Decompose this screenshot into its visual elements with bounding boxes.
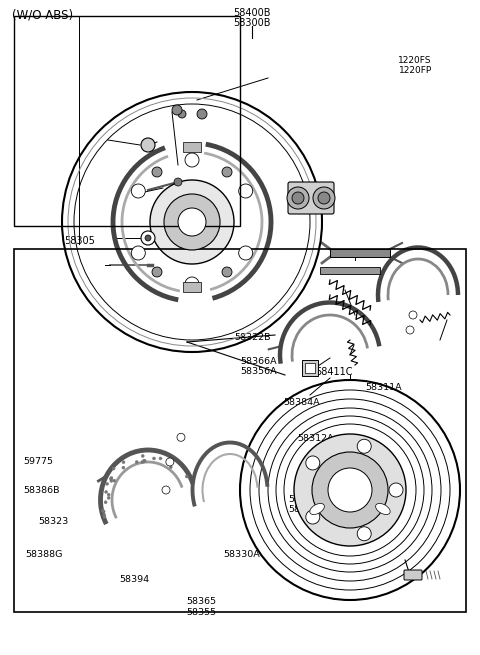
Circle shape [164, 194, 220, 250]
Circle shape [152, 267, 162, 277]
Circle shape [178, 208, 206, 236]
Bar [14, 249, 466, 612]
Circle shape [122, 466, 125, 469]
Text: 58330A: 58330A [223, 550, 260, 559]
Circle shape [102, 510, 105, 513]
Circle shape [103, 514, 106, 516]
Circle shape [106, 482, 108, 485]
Circle shape [306, 510, 320, 524]
Text: 58300B: 58300B [233, 18, 271, 28]
Bar [183, 282, 201, 292]
FancyBboxPatch shape [288, 182, 334, 214]
Circle shape [109, 477, 112, 480]
Circle shape [239, 246, 252, 260]
Text: 58323: 58323 [38, 517, 69, 527]
Circle shape [166, 458, 174, 466]
Circle shape [389, 483, 403, 497]
Circle shape [105, 491, 108, 493]
Circle shape [141, 460, 144, 464]
Circle shape [178, 110, 186, 118]
Circle shape [153, 457, 156, 460]
Circle shape [222, 267, 232, 277]
Circle shape [113, 479, 116, 482]
Text: 58400B: 58400B [233, 8, 271, 18]
Circle shape [141, 231, 155, 245]
FancyBboxPatch shape [404, 570, 422, 580]
Circle shape [306, 456, 320, 470]
Circle shape [143, 459, 145, 462]
Circle shape [294, 434, 406, 546]
Bar [302, 360, 318, 376]
Circle shape [318, 192, 330, 204]
Circle shape [328, 468, 372, 512]
Circle shape [287, 187, 309, 209]
Circle shape [110, 476, 113, 479]
Circle shape [110, 479, 113, 482]
Bar [320, 267, 380, 274]
Circle shape [169, 466, 172, 469]
Circle shape [141, 455, 144, 457]
Circle shape [409, 311, 417, 319]
Circle shape [357, 440, 371, 453]
Circle shape [162, 486, 170, 494]
Circle shape [107, 496, 110, 499]
Bar [330, 249, 390, 257]
Circle shape [222, 167, 232, 177]
Circle shape [112, 467, 115, 470]
Circle shape [357, 527, 371, 541]
Circle shape [143, 459, 146, 462]
Text: 58384A: 58384A [283, 398, 320, 407]
Circle shape [172, 105, 182, 115]
Text: (W/O ABS): (W/O ABS) [12, 8, 73, 21]
Circle shape [177, 434, 185, 441]
Text: 58312A: 58312A [298, 434, 334, 443]
Circle shape [150, 180, 234, 264]
Text: 58411C: 58411C [315, 367, 352, 377]
Circle shape [132, 184, 145, 198]
Ellipse shape [310, 504, 324, 515]
Circle shape [185, 475, 188, 478]
Text: 58394: 58394 [119, 575, 149, 584]
Circle shape [141, 138, 155, 152]
Circle shape [135, 460, 138, 464]
Circle shape [313, 187, 335, 209]
Text: 58366A
58356A: 58366A 58356A [240, 357, 276, 377]
Circle shape [312, 452, 388, 528]
Circle shape [103, 515, 106, 519]
Circle shape [159, 457, 162, 460]
Circle shape [132, 246, 145, 260]
Circle shape [292, 192, 304, 204]
Text: 58311A: 58311A [365, 383, 401, 392]
Bar [305, 363, 315, 373]
Text: 58322B: 58322B [234, 333, 271, 342]
Text: 59775: 59775 [23, 457, 53, 466]
Text: 58370
58350G: 58370 58350G [288, 495, 325, 514]
Text: 58305: 58305 [64, 236, 95, 246]
Circle shape [185, 153, 199, 167]
Circle shape [145, 235, 151, 241]
Circle shape [122, 460, 125, 464]
Bar [14, 16, 240, 226]
Circle shape [239, 184, 252, 198]
Text: 58386B: 58386B [23, 486, 60, 495]
Circle shape [107, 493, 110, 496]
Ellipse shape [376, 504, 390, 515]
Circle shape [174, 178, 182, 186]
Circle shape [152, 167, 162, 177]
Text: 58365
58355: 58365 58355 [186, 597, 216, 617]
Circle shape [185, 277, 199, 291]
Circle shape [197, 109, 207, 119]
Bar [183, 142, 201, 152]
Text: 1220FS
1220FP: 1220FS 1220FP [398, 56, 432, 75]
Circle shape [406, 326, 414, 334]
Circle shape [101, 509, 104, 512]
Text: 58388G: 58388G [25, 550, 63, 559]
Circle shape [104, 500, 107, 504]
